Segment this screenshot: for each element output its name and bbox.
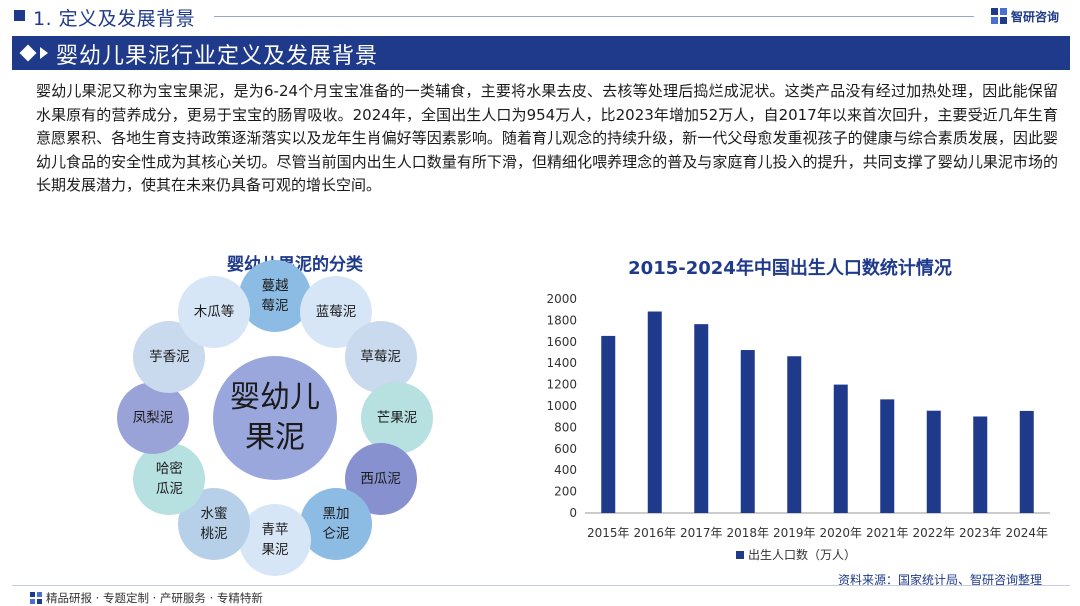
x-tick-label: 2024年 [1005, 526, 1048, 540]
intro-paragraph: 婴幼儿果泥又称为宝宝果泥，是为6-24个月宝宝准备的一类辅食，主要将水果去皮、去… [36, 82, 1058, 194]
y-tick-label: 600 [554, 442, 577, 456]
logo-icon [991, 8, 1007, 24]
section-title: 1. 定义及发展背景 [33, 8, 196, 30]
legend-label: 出生人口数（万人） [748, 547, 856, 562]
classification-item: 蔓越 莓泥 [239, 260, 311, 332]
bar [833, 384, 848, 513]
brand-logo: 智研咨询 [990, 6, 1059, 26]
classification-item: 芒果泥 [361, 382, 433, 454]
legend-swatch [736, 551, 744, 559]
x-tick-label: 2022年 [912, 526, 955, 540]
classification-item: 木瓜等 [178, 276, 250, 349]
bar [740, 350, 755, 513]
logo-text: 智研咨询 [1011, 9, 1060, 24]
bar [601, 335, 616, 513]
page-banner: 婴幼儿果泥行业定义及发展背景 [12, 36, 1070, 70]
x-tick-label: 2016年 [633, 526, 676, 540]
data-source: 资料来源：国家统计局、智研咨询整理 [837, 573, 1042, 587]
bar [694, 324, 709, 513]
classification-item: 黑加 仑泥 [300, 487, 372, 560]
classification-item: 凤梨泥 [117, 382, 189, 454]
chart-title: 2015-2024年中国出生人口数统计情况 [628, 258, 952, 279]
y-tick-label: 200 [554, 485, 577, 499]
top-bar: 1. 定义及发展背景 智研咨询 [0, 0, 1080, 36]
footer-tagline: 精品研报 · 专题定制 · 产研服务 · 专精特新 [46, 591, 263, 605]
y-tick-label: 1400 [546, 356, 577, 370]
x-tick-label: 2021年 [866, 526, 909, 540]
bar [926, 410, 941, 513]
x-tick-label: 2023年 [959, 526, 1002, 540]
x-tick-label: 2018年 [726, 526, 769, 540]
x-tick-label: 2019年 [773, 526, 816, 540]
bar [973, 416, 988, 513]
x-tick-label: 2017年 [680, 526, 723, 540]
y-tick-label: 800 [554, 420, 577, 434]
page-title: 婴幼儿果泥行业定义及发展背景 [56, 44, 379, 69]
y-tick-label: 1000 [546, 399, 577, 413]
bar [787, 356, 802, 513]
footer-tagline-group: 精品研报 · 专题定制 · 产研服务 · 专精特新 [30, 590, 263, 606]
classification-item: 草莓泥 [344, 321, 417, 393]
bar [647, 311, 662, 513]
birth-population-chart: 0 200 400 600 800 1000 1200 1400 1600 1800 2000 201… [546, 292, 1050, 562]
x-tick-label: 2015年 [587, 526, 630, 540]
y-tick-label: 1800 [546, 313, 577, 327]
footer-logo-icon [30, 592, 42, 604]
y-tick-label: 1600 [546, 335, 577, 349]
bar [1019, 410, 1034, 513]
footer-divider [12, 585, 1070, 586]
y-tick-label: 400 [554, 463, 577, 477]
classification-center: 婴幼儿 果泥 [213, 356, 337, 480]
y-tick-label: 1200 [546, 378, 577, 392]
header-divider [214, 16, 974, 17]
y-tick-label: 0 [569, 506, 577, 520]
bar [880, 399, 895, 513]
classification-item: 哈密 瓜泥 [133, 443, 206, 515]
y-tick-label: 2000 [546, 292, 577, 306]
section-marker-icon [14, 10, 25, 21]
classification-item: 青苹 果泥 [239, 504, 311, 576]
arrow-icon [40, 47, 48, 59]
diamond-icon [19, 44, 37, 62]
x-tick-label: 2020年 [819, 526, 862, 540]
